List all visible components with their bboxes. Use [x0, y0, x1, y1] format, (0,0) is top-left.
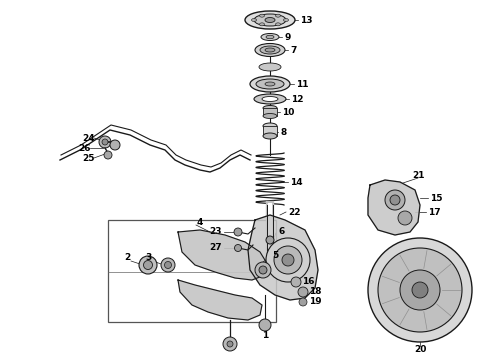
Text: 20: 20 — [414, 346, 426, 355]
Text: 12: 12 — [291, 95, 303, 104]
Text: 5: 5 — [272, 251, 278, 260]
Bar — [263, 108, 277, 116]
Circle shape — [255, 262, 271, 278]
Circle shape — [274, 246, 302, 274]
Circle shape — [227, 341, 233, 347]
Circle shape — [385, 190, 405, 210]
Polygon shape — [178, 280, 262, 320]
Circle shape — [398, 211, 412, 225]
Circle shape — [368, 238, 472, 342]
Circle shape — [165, 261, 172, 269]
Circle shape — [104, 151, 112, 159]
Ellipse shape — [250, 76, 290, 92]
Text: 7: 7 — [290, 45, 296, 54]
Text: 24: 24 — [82, 134, 95, 143]
Circle shape — [378, 248, 462, 332]
Text: 6: 6 — [278, 228, 284, 237]
Text: 16: 16 — [302, 278, 315, 287]
Circle shape — [235, 244, 242, 252]
Text: 25: 25 — [82, 153, 95, 162]
Text: 21: 21 — [412, 171, 424, 180]
Ellipse shape — [275, 23, 280, 26]
Text: 10: 10 — [282, 108, 294, 117]
Text: 19: 19 — [309, 297, 321, 306]
Bar — [263, 126, 277, 136]
Ellipse shape — [262, 96, 278, 102]
Ellipse shape — [261, 33, 279, 41]
Ellipse shape — [254, 14, 286, 26]
Ellipse shape — [255, 44, 285, 57]
Ellipse shape — [256, 79, 284, 89]
Circle shape — [259, 266, 267, 274]
Polygon shape — [178, 230, 268, 280]
Polygon shape — [368, 180, 420, 235]
Circle shape — [299, 298, 307, 306]
Circle shape — [144, 261, 152, 270]
Text: 17: 17 — [428, 207, 441, 216]
Text: 27: 27 — [209, 243, 222, 252]
Circle shape — [259, 319, 271, 331]
Text: 11: 11 — [296, 80, 309, 89]
Ellipse shape — [275, 14, 280, 17]
Text: 3: 3 — [146, 253, 152, 262]
Circle shape — [266, 238, 310, 282]
Text: 18: 18 — [309, 288, 321, 297]
Circle shape — [234, 228, 242, 236]
Circle shape — [400, 270, 440, 310]
Circle shape — [266, 236, 274, 244]
Ellipse shape — [260, 14, 265, 17]
Circle shape — [291, 277, 301, 287]
Ellipse shape — [266, 35, 274, 39]
Ellipse shape — [263, 133, 277, 139]
Circle shape — [223, 337, 237, 351]
Text: 1: 1 — [262, 330, 268, 339]
Text: 13: 13 — [300, 15, 313, 24]
Circle shape — [139, 256, 157, 274]
Bar — [108, 220, 276, 322]
Ellipse shape — [260, 46, 280, 54]
Text: 8: 8 — [280, 127, 286, 136]
Text: 9: 9 — [284, 32, 291, 41]
Circle shape — [99, 136, 111, 148]
Text: 4: 4 — [197, 217, 203, 226]
Circle shape — [161, 258, 175, 272]
Ellipse shape — [259, 63, 281, 71]
Circle shape — [412, 282, 428, 298]
Circle shape — [298, 287, 308, 297]
Text: 22: 22 — [288, 207, 300, 216]
Polygon shape — [248, 215, 318, 300]
Ellipse shape — [263, 123, 277, 129]
Circle shape — [110, 140, 120, 150]
Circle shape — [102, 139, 108, 145]
Ellipse shape — [260, 23, 265, 26]
Text: 14: 14 — [290, 177, 303, 186]
Text: 26: 26 — [78, 144, 91, 153]
Text: 15: 15 — [430, 194, 442, 202]
Ellipse shape — [245, 11, 295, 29]
Ellipse shape — [263, 105, 277, 111]
Ellipse shape — [265, 48, 275, 52]
Ellipse shape — [263, 113, 277, 118]
Ellipse shape — [251, 18, 256, 22]
Ellipse shape — [265, 82, 275, 86]
Ellipse shape — [265, 18, 275, 23]
Text: 2: 2 — [124, 253, 130, 262]
Text: 23: 23 — [210, 228, 222, 237]
Circle shape — [390, 195, 400, 205]
Ellipse shape — [284, 18, 289, 22]
Circle shape — [282, 254, 294, 266]
Ellipse shape — [254, 94, 286, 104]
